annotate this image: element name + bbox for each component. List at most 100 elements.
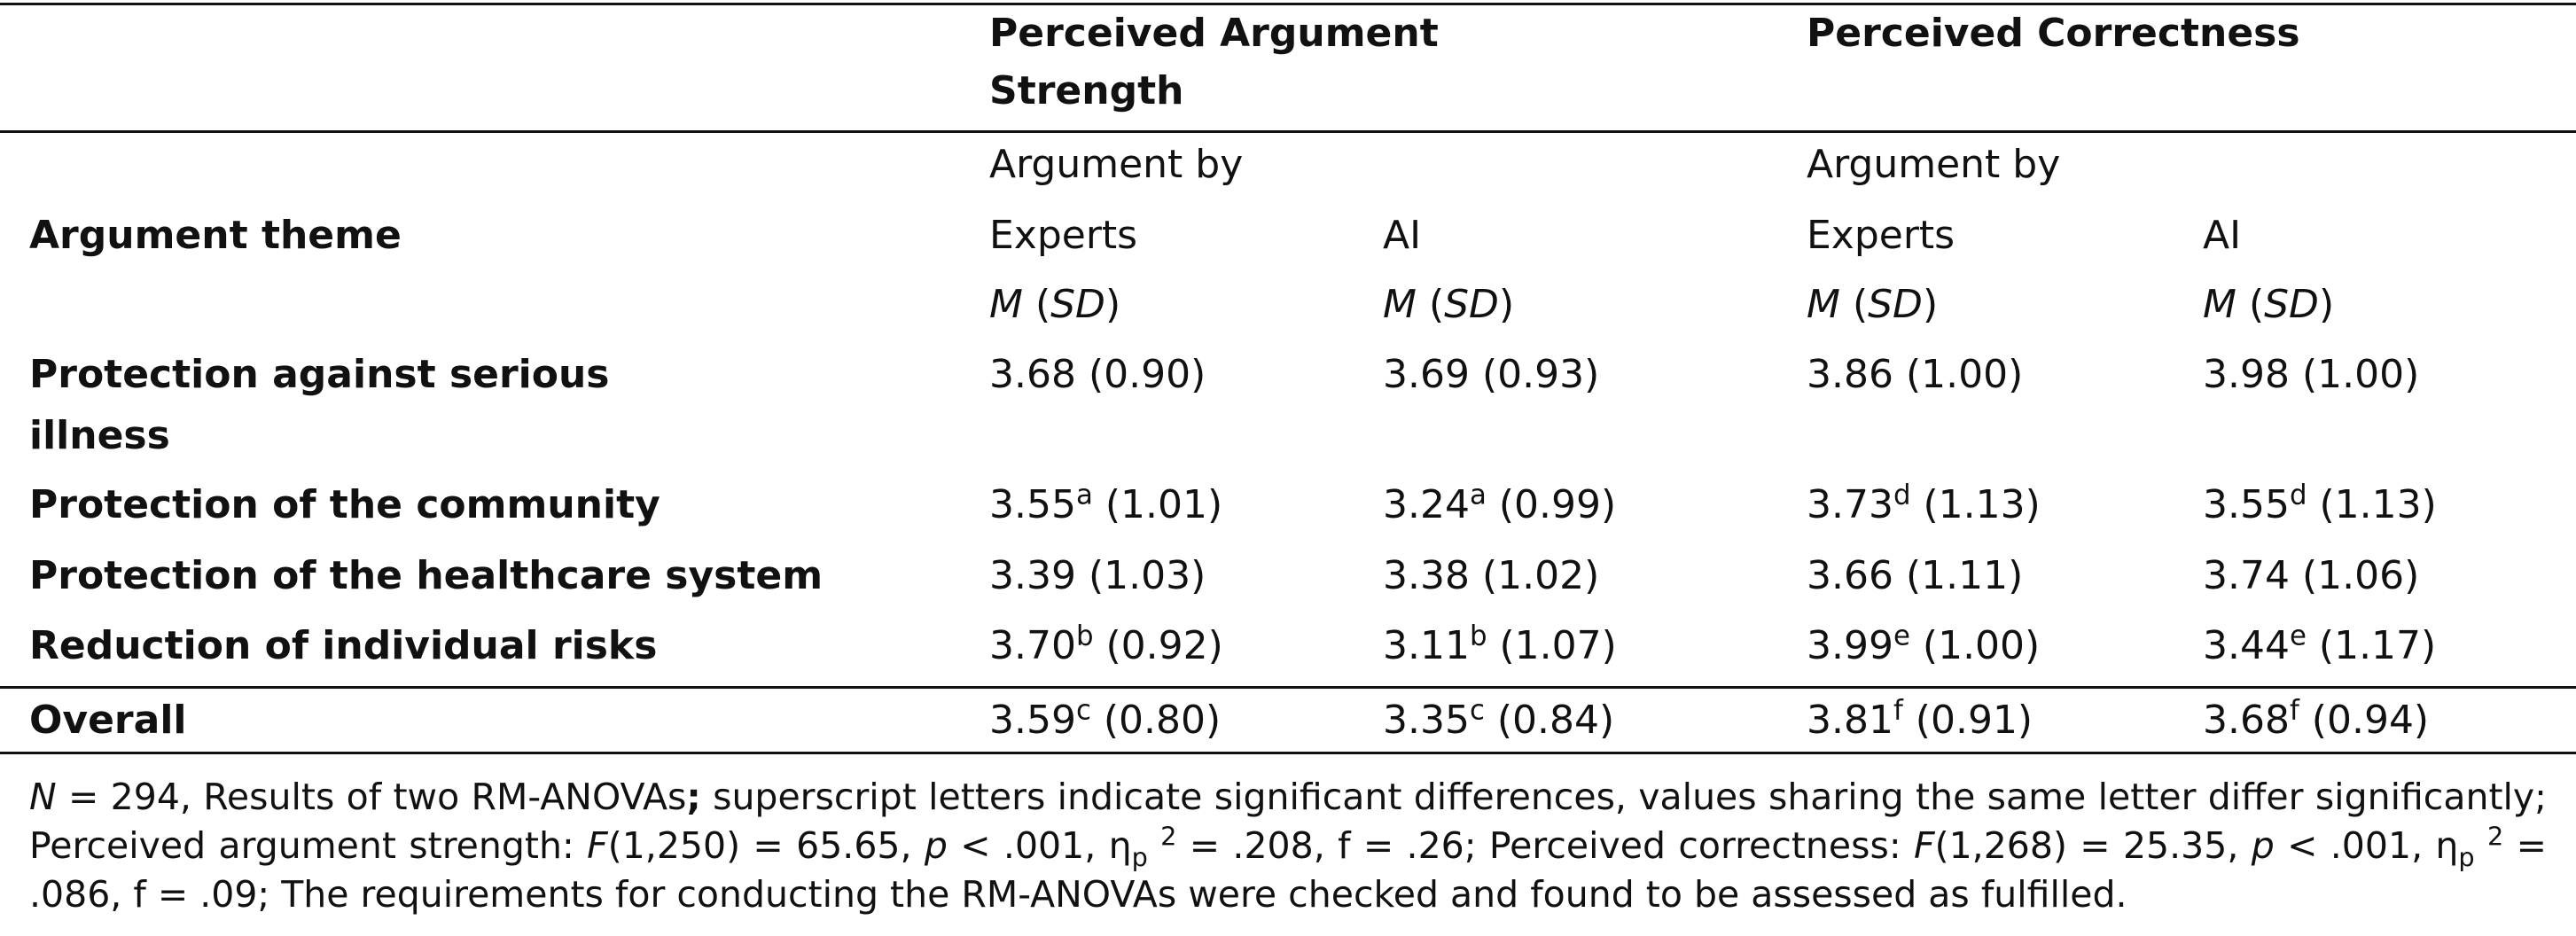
stat-header: M (SD)	[989, 274, 1362, 335]
text-segment: e	[2289, 619, 2307, 651]
group-header: Perceived Correctness	[1807, 10, 2300, 56]
text-segment: p	[1131, 842, 1148, 873]
column-header: AI	[2203, 212, 2242, 258]
text-segment: (1.13)	[2307, 481, 2437, 527]
data-cell: 3.38 (1.02)	[1383, 545, 1773, 606]
data-cell: 3.11b (1.07)	[1383, 615, 1773, 676]
row-label: Reduction of individual risks	[29, 622, 658, 668]
text-segment: p	[2458, 842, 2475, 873]
column-header: Experts	[989, 212, 1138, 258]
text-segment: (	[2236, 281, 2265, 327]
text-segment: (0.84)	[1484, 697, 1615, 743]
text-segment: 3.73	[1807, 481, 1893, 527]
data-cell: 3.59c (0.80)	[989, 690, 1379, 751]
stat-header: M (SD)	[2203, 274, 2575, 335]
text-segment: = .086, f = .09; The requirements for co…	[29, 824, 2547, 916]
text-segment: N	[29, 776, 57, 818]
text-segment: )	[1105, 281, 1121, 327]
text-segment	[1148, 824, 1160, 867]
text-segment: 3.70	[989, 622, 1076, 668]
data-cell: 3.98 (1.00)	[2203, 344, 2576, 405]
text-segment: e	[1893, 619, 1910, 651]
text-segment: f	[2289, 693, 2299, 726]
text-segment: a	[1075, 478, 1093, 511]
data-cell: 3.68f (0.94)	[2203, 690, 2576, 751]
text-segment: SD	[2264, 281, 2319, 327]
text-segment: 3.55	[989, 481, 1076, 527]
text-segment: (1.17)	[2306, 622, 2437, 668]
column-header: Experts	[1807, 212, 1955, 258]
text-segment: 3.38 (1.02)	[1383, 552, 1600, 598]
table-note: N = 294, Results of two RM-ANOVAs; super…	[29, 773, 2547, 919]
text-segment: 3.74 (1.06)	[2203, 552, 2420, 598]
row-label: Protection against serious illness	[29, 351, 610, 458]
text-segment: superscript letters indicate significant…	[29, 776, 2547, 867]
text-segment: d	[1893, 478, 1911, 511]
overall-rule	[0, 686, 2576, 689]
text-segment: c	[1469, 693, 1485, 726]
data-cell: 3.39 (1.03)	[989, 545, 1379, 606]
text-segment: b	[1075, 619, 1094, 651]
row-label: Protection of the healthcare system	[29, 552, 824, 598]
text-segment: SD	[1868, 281, 1923, 327]
data-cell: 3.74 (1.06)	[2203, 545, 2576, 606]
text-segment: p	[2251, 824, 2275, 867]
data-cell: 3.73d (1.13)	[1807, 474, 2197, 535]
text-segment: < .001, η	[947, 824, 1132, 867]
text-segment: )	[1922, 281, 1939, 327]
text-segment: (1.01)	[1092, 481, 1223, 527]
text-segment: (	[1022, 281, 1051, 327]
text-segment: M	[989, 281, 1023, 327]
text-segment: 3.44	[2203, 622, 2290, 668]
text-segment: 3.98 (1.00)	[2203, 351, 2420, 397]
text-segment: SD	[1444, 281, 1499, 327]
text-segment: SD	[1050, 281, 1105, 327]
text-segment: F	[587, 824, 608, 867]
sub-header: Argument by	[1807, 141, 2061, 187]
text-segment: (	[1416, 281, 1445, 327]
text-segment: = 294, Results of two RM-ANOVAs	[56, 776, 687, 818]
text-segment: 3.35	[1383, 697, 1470, 743]
text-segment: 3.69 (0.93)	[1383, 351, 1600, 397]
text-segment: = .208, f = .26; Perceived correctness:	[1176, 824, 1914, 867]
data-cell: 3.55a (1.01)	[989, 474, 1379, 535]
text-segment: (1.13)	[1910, 481, 2041, 527]
text-segment: 3.81	[1807, 697, 1893, 743]
text-segment	[2475, 824, 2487, 867]
row-label: Overall	[29, 697, 187, 743]
text-segment: d	[2289, 478, 2307, 511]
stat-header: M (SD)	[1383, 274, 1755, 335]
data-cell: 3.69 (0.93)	[1383, 344, 1773, 405]
sub-header: Argument by	[989, 141, 1244, 187]
text-segment: a	[1469, 478, 1487, 511]
text-segment: (1.07)	[1487, 622, 1617, 668]
text-segment: 3.99	[1807, 622, 1893, 668]
text-segment: f	[1893, 693, 1903, 726]
data-cell: 3.70b (0.92)	[989, 615, 1379, 676]
text-segment: (1.00)	[1909, 622, 2041, 668]
text-segment: 3.68 (0.90)	[989, 351, 1206, 397]
data-cell: 3.68 (0.90)	[989, 344, 1379, 405]
text-segment: c	[1075, 693, 1091, 726]
text-segment: 3.11	[1383, 622, 1470, 668]
text-segment: 3.39 (1.03)	[989, 552, 1206, 598]
data-cell: 3.44e (1.17)	[2203, 615, 2576, 676]
text-segment: (	[1839, 281, 1869, 327]
top-rule	[0, 3, 2576, 5]
row-label: Protection of the community	[29, 481, 660, 527]
text-segment: 3.24	[1383, 481, 1470, 527]
header-rule	[0, 130, 2576, 133]
stat-header: M (SD)	[1807, 274, 2179, 335]
text-segment: ;	[686, 776, 701, 818]
data-cell: 3.35c (0.84)	[1383, 690, 1773, 751]
column-header: AI	[1383, 212, 1422, 258]
data-cell: 3.24a (0.99)	[1383, 474, 1773, 535]
text-segment: 2	[2486, 821, 2504, 852]
text-segment: )	[2318, 281, 2335, 327]
text-segment: 3.66 (1.11)	[1807, 552, 2024, 598]
data-cell: 3.55d (1.13)	[2203, 474, 2576, 535]
text-segment: (0.94)	[2299, 697, 2430, 743]
text-segment: p	[924, 824, 948, 867]
text-segment: b	[1469, 619, 1487, 651]
